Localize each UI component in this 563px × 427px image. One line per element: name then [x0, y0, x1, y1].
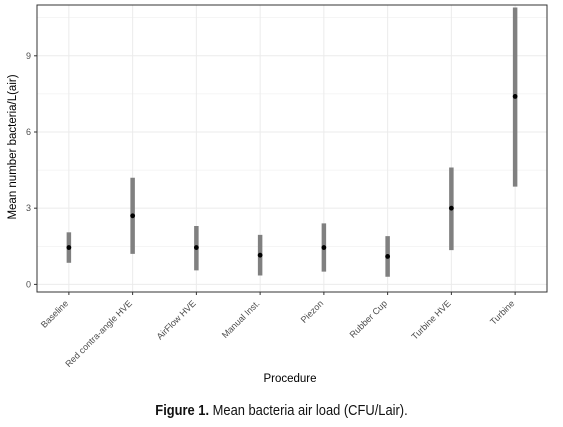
- chart-marks: [66, 7, 518, 277]
- axis-ticks: [34, 55, 516, 295]
- y-tick-labels: 0 3 6 9: [26, 51, 31, 290]
- x-tick-label: Turbine: [488, 298, 516, 326]
- y-tick-label: 9: [26, 51, 31, 61]
- mean-point: [66, 245, 72, 250]
- mean-point: [448, 205, 454, 211]
- mean-point: [130, 213, 136, 219]
- mean-point: [512, 94, 518, 99]
- y-tick-label: 6: [26, 127, 31, 137]
- mean-point: [193, 245, 199, 250]
- mean-point: [385, 254, 391, 259]
- x-tick-label: Red contra-angle HVE: [63, 298, 134, 369]
- grid-major: [37, 5, 547, 292]
- figure-caption: Figure 1. Mean bacteria air load (CFU/La…: [39, 402, 523, 419]
- x-tick-label: Baseline: [39, 298, 70, 329]
- panel-border: [36, 4, 548, 293]
- x-axis-title: Procedure: [263, 373, 316, 385]
- caption-label: Figure 1.: [155, 402, 210, 419]
- y-tick-label: 3: [26, 203, 31, 213]
- mean-point: [321, 245, 327, 250]
- x-tick-label: Manual Inst.: [220, 298, 262, 340]
- caption-text: Mean bacteria air load (CFU/Lair).: [212, 402, 408, 419]
- grid-minor: [37, 17, 547, 247]
- y-tick-label: 0: [26, 279, 31, 289]
- x-tick-label: Rubber Cup: [348, 298, 389, 339]
- mean-point: [257, 252, 263, 258]
- x-tick-label: Turbine HVE: [410, 298, 453, 341]
- x-tick-label: Piezon: [299, 298, 326, 325]
- y-axis-title: Mean number bacteria/L(air): [7, 74, 19, 219]
- x-tick-label: AirFlow HVE: [155, 298, 198, 341]
